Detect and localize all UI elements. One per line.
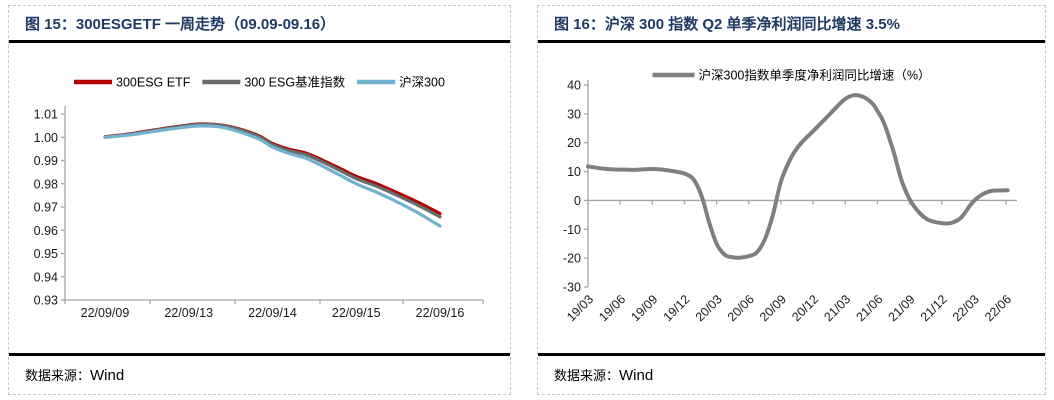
x-tick-label: 20/09 xyxy=(757,292,789,324)
x-tick-label: 19/09 xyxy=(628,292,660,324)
etf-week-line-chart: 1.01 1.00 0.99 0.98 0.97 0.96 0.95 0.94 0.93 22/0… xyxy=(34,75,484,320)
figure-title: 图 15：300ESGETF 一周走势（09.09-09.16） xyxy=(25,16,336,33)
figure-panel-etf-week: 图 15：300ESGETF 一周走势（09.09-09.16） 1.01 1.0… xyxy=(8,5,511,395)
x-tick-label: 22/03 xyxy=(950,292,982,324)
y-tick-label: -30 xyxy=(563,281,581,295)
figure-title: 图 16：沪深 300 指数 Q2 单季净利润同比增速 3.5% xyxy=(554,16,900,33)
x-tick-label: 19/12 xyxy=(661,292,693,324)
series-line-0 xyxy=(586,93,1010,260)
x-tick-label: 21/09 xyxy=(886,292,918,324)
x-tick-label: 19/03 xyxy=(564,292,596,324)
x-tick-label: 22/09/13 xyxy=(164,306,213,320)
legend: 300ESG ETF 300 ESG基准指数 沪深300 xyxy=(74,75,445,90)
legend-label: 沪深300指数单季度净利润同比增速（%） xyxy=(699,68,931,83)
x-tick-label: 20/03 xyxy=(693,292,725,324)
y-tick-label: 0.99 xyxy=(34,154,58,168)
source-row: 数据来源：Wind xyxy=(9,356,510,384)
x-tick-label: 21/06 xyxy=(853,292,885,324)
x-tick-label: 22/09/14 xyxy=(248,306,297,320)
y-tick-label: -10 xyxy=(563,223,581,237)
x-tick-label: 22/09/16 xyxy=(416,306,465,320)
legend: 沪深300指数单季度净利润同比增速（%） xyxy=(652,68,931,83)
figure-panel-profit-growth: 图 16：沪深 300 指数 Q2 单季净利润同比增速 3.5% 40 30 20 1… xyxy=(537,5,1046,395)
y-tick-label: -20 xyxy=(563,252,581,266)
x-tick-label: 20/12 xyxy=(789,292,821,324)
y-tick-label: 10 xyxy=(567,165,581,179)
x-tick-label: 22/09/15 xyxy=(332,306,381,320)
y-tick-label: 0.95 xyxy=(34,247,58,261)
y-tick-label: 0.96 xyxy=(34,224,58,238)
x-tick-label: 22/09/09 xyxy=(81,306,130,320)
y-tick-label: 30 xyxy=(567,107,581,121)
source-rule xyxy=(538,353,1045,356)
source-value: Wind xyxy=(619,367,654,384)
source-value: Wind xyxy=(90,367,125,384)
legend-label: 沪深300 xyxy=(399,76,445,90)
y-tick-label: 0.94 xyxy=(34,270,58,284)
source-label: 数据来源： xyxy=(554,368,620,383)
y-tick-label: 1.01 xyxy=(34,108,58,122)
title-rule xyxy=(9,40,510,43)
y-tick-label: 0.98 xyxy=(34,177,58,191)
series-line-1 xyxy=(103,122,442,219)
legend-label: 300ESG ETF xyxy=(116,76,191,90)
axes: 1.01 1.00 0.99 0.98 0.97 0.96 0.95 0.94 0.93 22/0… xyxy=(34,106,484,320)
y-tick-label: 20 xyxy=(567,136,581,150)
y-tick-label: 0 xyxy=(574,194,581,208)
source-rule xyxy=(9,353,510,356)
source-label: 数据来源： xyxy=(25,368,91,383)
x-tick-label: 21/03 xyxy=(821,292,853,324)
legend-label: 300 ESG基准指数 xyxy=(244,75,345,90)
y-tick-label: 40 xyxy=(567,79,581,93)
x-tick-label: 22/06 xyxy=(982,292,1014,324)
x-tick-label: 20/06 xyxy=(725,292,757,324)
y-tick-label: 0.97 xyxy=(34,201,58,215)
title-rule xyxy=(538,40,1045,43)
x-tick-label: 19/06 xyxy=(596,292,628,324)
series-line-2 xyxy=(103,124,442,228)
y-tick-label: 0.93 xyxy=(34,294,58,308)
y-tick-label: 1.00 xyxy=(34,131,58,145)
source-row: 数据来源：Wind xyxy=(538,356,1045,384)
x-tick-label: 21/12 xyxy=(918,292,950,324)
